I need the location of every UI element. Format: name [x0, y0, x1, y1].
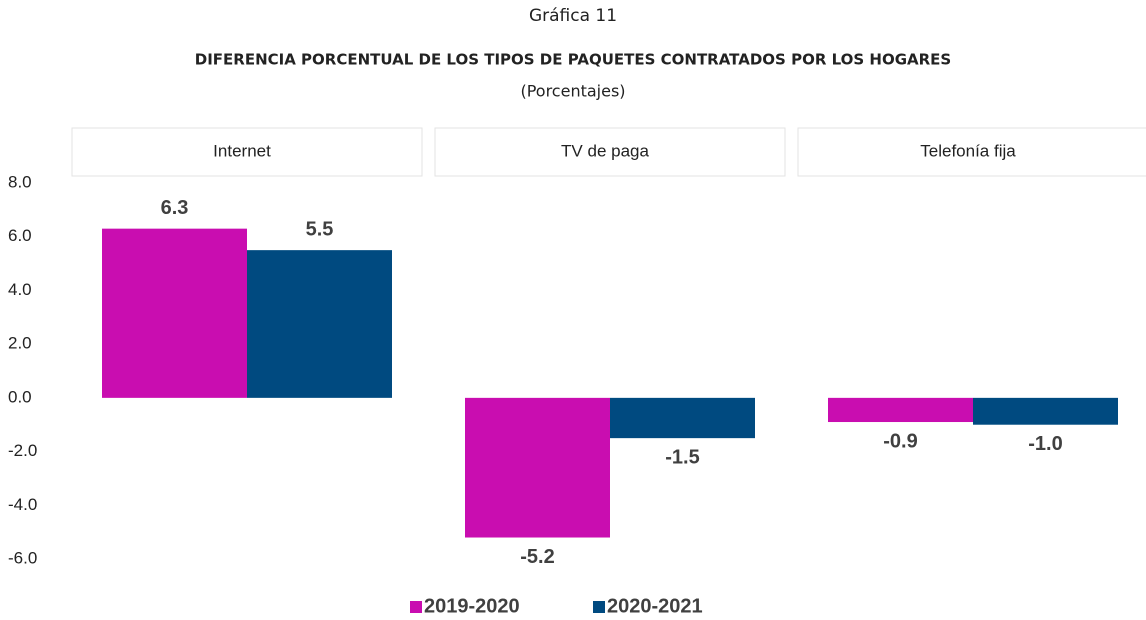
y-tick-label: -4.0	[8, 495, 37, 514]
bar	[973, 397, 1118, 425]
facet-label: TV de paga	[561, 141, 649, 160]
chart-subtitle: DIFERENCIA PORCENTUAL DE LOS TIPOS DE PA…	[195, 51, 951, 69]
bar	[247, 250, 392, 398]
facet-strip	[797, 127, 1146, 177]
legend-label: 2019-2020	[424, 595, 520, 617]
data-label: 5.5	[306, 218, 334, 240]
bar	[465, 397, 610, 538]
facet-label: Internet	[213, 141, 271, 160]
bar	[610, 397, 755, 439]
bar	[828, 397, 973, 423]
data-label: -1.0	[1028, 433, 1062, 455]
bar	[102, 228, 247, 398]
facet-strip	[434, 127, 786, 177]
chart-title: Gráfica 11	[529, 6, 617, 26]
data-label: -1.5	[665, 446, 699, 468]
y-tick-label: 4.0	[8, 280, 32, 299]
legend-swatch	[410, 601, 422, 613]
data-label: -5.2	[520, 546, 554, 568]
y-tick-label: 2.0	[8, 334, 32, 353]
unit-note: (Porcentajes)	[520, 82, 625, 101]
data-label: 6.3	[161, 197, 189, 219]
y-tick-label: 8.0	[8, 172, 32, 191]
y-tick-label: -2.0	[8, 441, 37, 460]
y-tick-label: 0.0	[8, 387, 32, 406]
y-tick-label: 6.0	[8, 226, 32, 245]
y-tick-label: -6.0	[8, 548, 37, 567]
facet-strip	[71, 127, 423, 177]
legend-label: 2020-2021	[607, 595, 703, 617]
facet-label: Telefonía fija	[920, 141, 1016, 160]
data-label: -0.9	[883, 430, 917, 452]
legend-swatch	[593, 601, 605, 613]
